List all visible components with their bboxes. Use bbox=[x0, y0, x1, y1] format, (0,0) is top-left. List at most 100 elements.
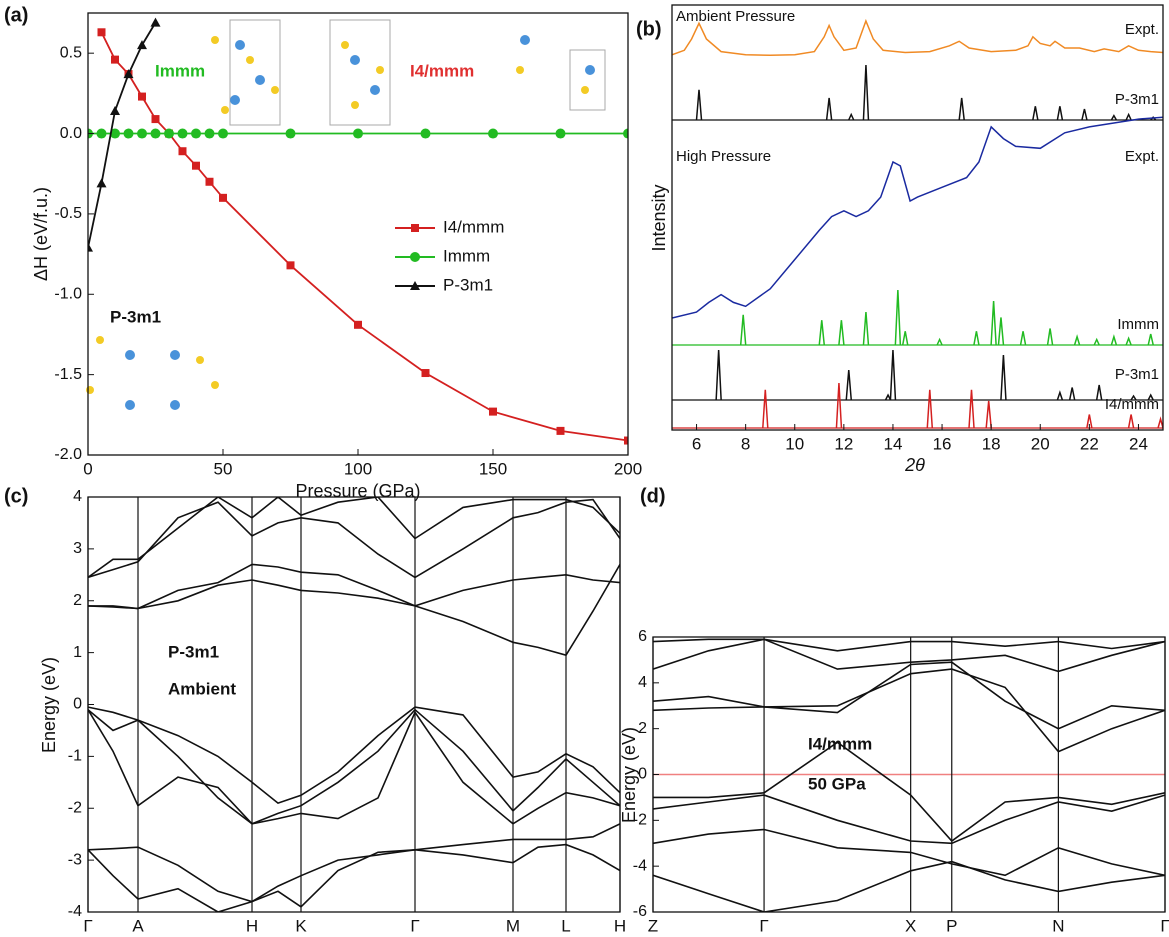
series-label: P-3m1 bbox=[1115, 91, 1159, 108]
annotation: P-3m1 bbox=[168, 642, 219, 661]
series-label: I4/mmm bbox=[1105, 396, 1159, 413]
data-line bbox=[653, 669, 1165, 752]
peak bbox=[1070, 388, 1075, 401]
marker bbox=[287, 261, 295, 269]
peak bbox=[959, 98, 964, 120]
plot-area bbox=[653, 639, 1165, 912]
peak bbox=[1126, 338, 1131, 345]
data-line bbox=[102, 32, 629, 440]
marker bbox=[205, 129, 215, 139]
peak bbox=[1148, 334, 1153, 345]
marker bbox=[192, 162, 200, 170]
data-line bbox=[88, 707, 620, 803]
marker bbox=[98, 28, 106, 36]
marker bbox=[137, 40, 147, 49]
x-tick-label: A bbox=[132, 916, 144, 935]
x-tick-label: 18 bbox=[982, 434, 1001, 453]
x-tick-label: Γ bbox=[759, 916, 768, 935]
x-tick-label: Γ bbox=[1160, 916, 1169, 935]
peak bbox=[895, 290, 900, 345]
annotation: Ambient bbox=[168, 679, 236, 698]
marker bbox=[421, 129, 431, 139]
figure: 0501001502000.50.0-0.5-1.0-1.5-2.0I4/mmm… bbox=[0, 0, 1169, 937]
marker bbox=[422, 369, 430, 377]
panel: ZΓXPNΓ-6-4-20246Energy (eV)(d)I4/mmm50 G… bbox=[619, 485, 1169, 935]
peak bbox=[937, 340, 942, 346]
x-tick-label: N bbox=[1052, 916, 1064, 935]
data-line bbox=[88, 497, 620, 577]
annotation: 50 GPa bbox=[808, 774, 866, 793]
y-axis-label: Intensity bbox=[649, 184, 669, 251]
peak bbox=[1057, 106, 1062, 120]
series-label: Immm bbox=[1117, 316, 1159, 333]
peak bbox=[1111, 116, 1116, 120]
x-tick-label: Γ bbox=[410, 916, 419, 935]
x-tick-label: 50 bbox=[214, 459, 233, 478]
data-line bbox=[653, 795, 1165, 843]
peak bbox=[974, 331, 979, 345]
x-tick-label: 10 bbox=[785, 434, 804, 453]
data-line bbox=[88, 500, 620, 578]
peak bbox=[1057, 393, 1062, 401]
x-axis-label: Pressure (GPa) bbox=[295, 481, 420, 501]
y-axis-label: ΔH (eV/f.u.) bbox=[31, 187, 51, 281]
peak bbox=[827, 98, 832, 120]
y-axis-label: Energy (eV) bbox=[619, 727, 639, 823]
x-tick-label: 6 bbox=[692, 434, 701, 453]
legend-label: P-3m1 bbox=[443, 275, 493, 294]
peak bbox=[998, 318, 1003, 346]
marker bbox=[151, 18, 161, 27]
x-tick-label: H bbox=[246, 916, 258, 935]
marker bbox=[557, 427, 565, 435]
annotation: P-3m1 bbox=[110, 307, 161, 326]
x-axis-label: 2θ bbox=[904, 455, 925, 475]
marker bbox=[138, 93, 146, 101]
peak bbox=[1001, 355, 1006, 400]
peak bbox=[1126, 115, 1131, 121]
data-line bbox=[88, 845, 620, 912]
peak bbox=[1129, 415, 1134, 429]
peak bbox=[716, 350, 721, 400]
y-tick-label: -4 bbox=[68, 903, 82, 920]
y-tick-label: -4 bbox=[633, 857, 647, 874]
panel: 681012141618202224Expt.P-3m1Expt.ImmmP-3… bbox=[636, 5, 1163, 475]
marker bbox=[178, 129, 188, 139]
annotation: Immm bbox=[155, 61, 205, 80]
annotation: I4/mmm bbox=[808, 734, 872, 753]
marker bbox=[110, 106, 120, 115]
peak bbox=[969, 390, 974, 428]
marker bbox=[219, 194, 227, 202]
x-tick-label: 24 bbox=[1129, 434, 1148, 453]
y-tick-label: -3 bbox=[68, 851, 82, 868]
panel-label: (b) bbox=[636, 18, 662, 40]
data-line bbox=[88, 710, 620, 824]
y-tick-label: 1 bbox=[73, 644, 82, 661]
y-tick-label: 0 bbox=[73, 696, 82, 713]
peak bbox=[1075, 337, 1080, 345]
axes-frame bbox=[88, 497, 620, 912]
x-tick-label: 200 bbox=[614, 459, 642, 478]
peak bbox=[903, 331, 908, 345]
peak bbox=[839, 320, 844, 345]
x-tick-label: 12 bbox=[834, 434, 853, 453]
peak bbox=[1111, 337, 1116, 345]
data-line bbox=[672, 21, 1163, 55]
marker bbox=[164, 129, 174, 139]
marker bbox=[488, 129, 498, 139]
peak bbox=[1082, 109, 1087, 120]
panel: ΓAHKΓMLH-4-3-2-101234Energy (eV)(c)P-3m1… bbox=[4, 485, 626, 935]
plot-area bbox=[88, 497, 620, 912]
x-tick-label: H bbox=[614, 916, 626, 935]
marker bbox=[152, 115, 160, 123]
panel-label: (c) bbox=[4, 485, 28, 507]
marker bbox=[151, 129, 161, 139]
data-line bbox=[653, 662, 1165, 729]
y-tick-label: -2 bbox=[68, 799, 82, 816]
data-line bbox=[653, 742, 1165, 841]
x-tick-label: L bbox=[561, 916, 570, 935]
peak bbox=[1094, 340, 1099, 346]
y-tick-label: 0.5 bbox=[60, 44, 82, 61]
x-tick-label: 20 bbox=[1031, 434, 1050, 453]
data-line bbox=[653, 830, 1165, 876]
plot-area bbox=[83, 18, 633, 445]
